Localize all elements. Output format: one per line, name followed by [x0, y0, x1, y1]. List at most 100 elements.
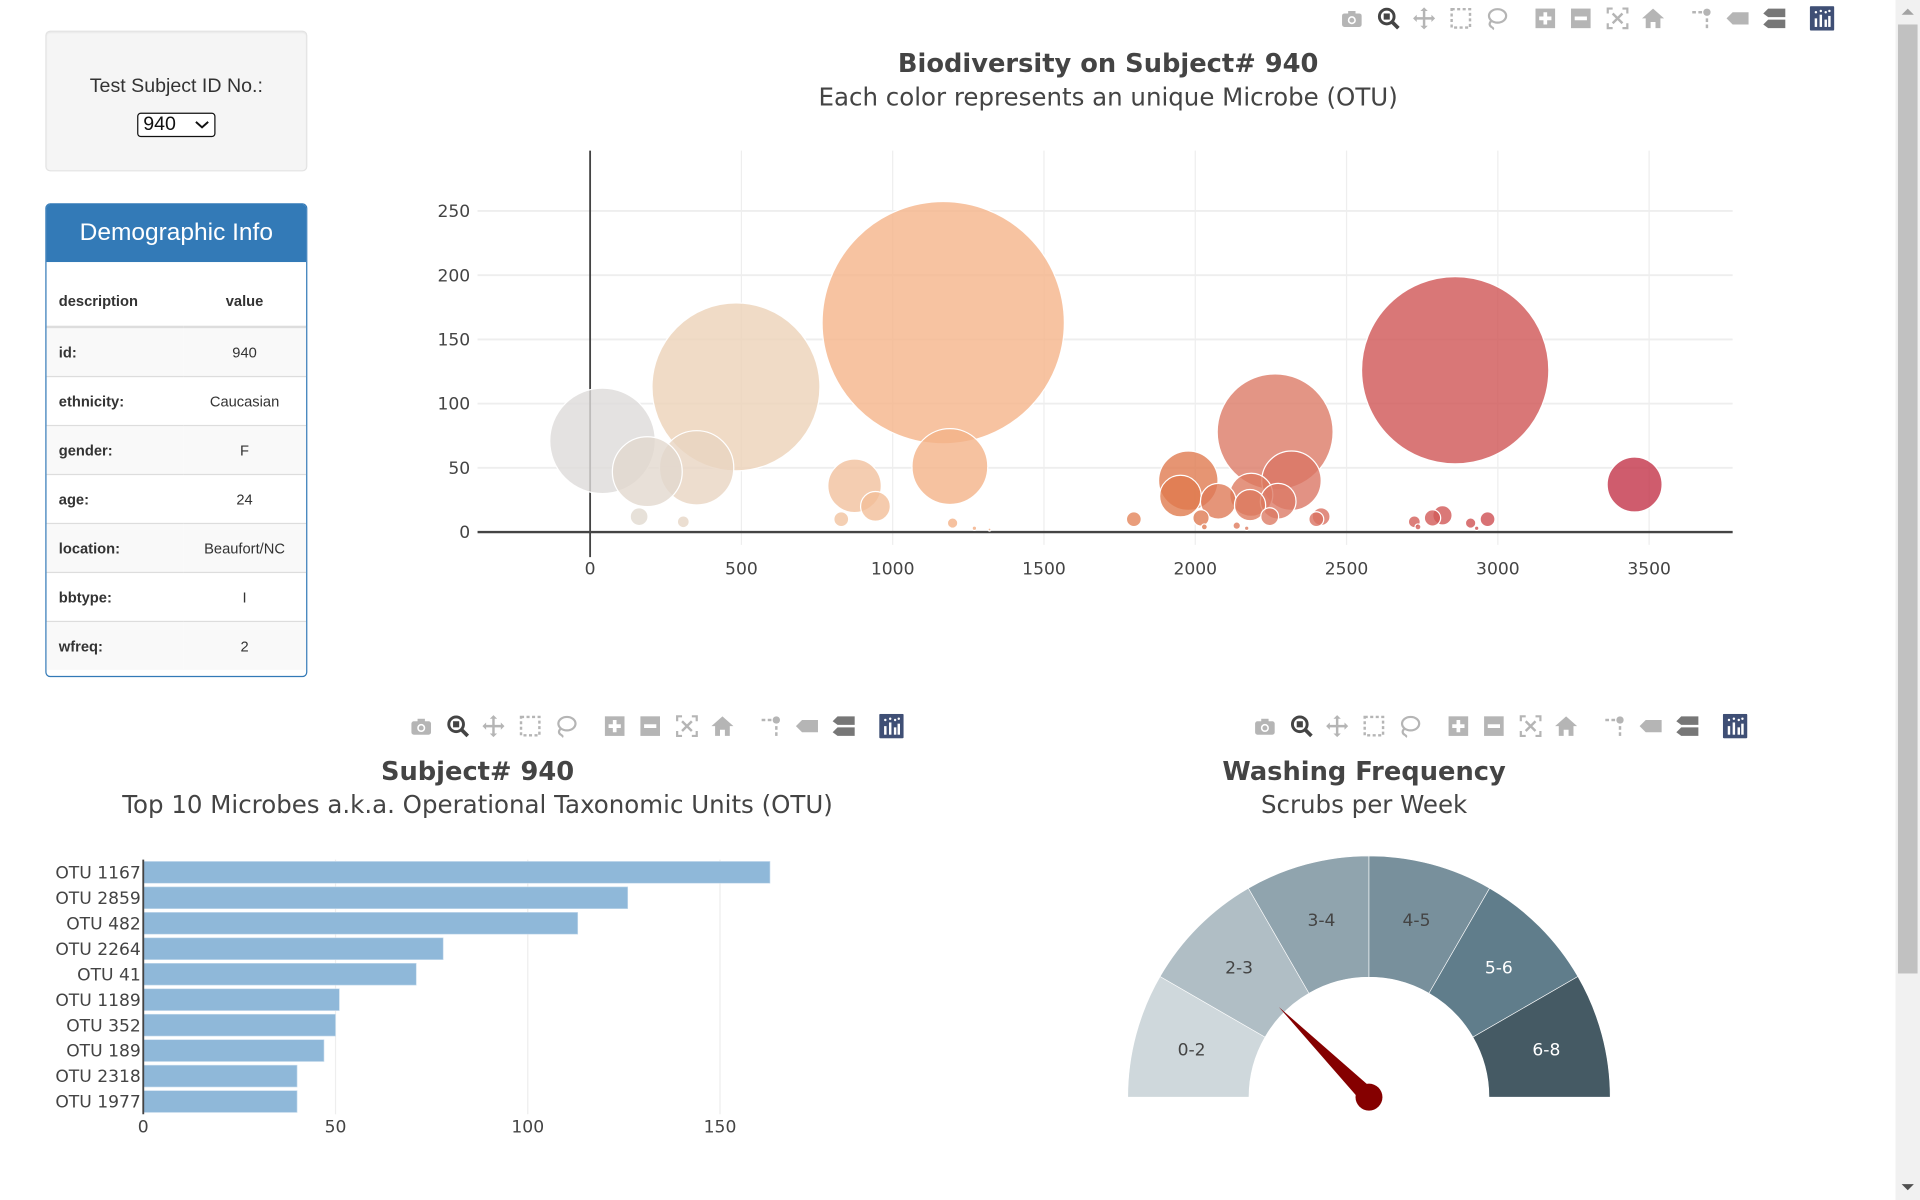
pan-icon[interactable]: [481, 714, 505, 738]
bubble-point: [1308, 511, 1325, 528]
plotly-logo-icon[interactable]: [1722, 713, 1748, 739]
y-tick-label: 200: [438, 266, 471, 286]
scrollbar-thumb[interactable]: [1897, 24, 1918, 974]
gauge-section-label: 5-6: [1485, 958, 1513, 978]
subject-selector-panel: Test Subject ID No.: 940: [45, 30, 308, 172]
hover-closest-icon[interactable]: [1638, 714, 1662, 738]
x-tick-label: 1000: [871, 559, 915, 579]
bubble-point: [1243, 525, 1250, 532]
gauge-chart: 0-2 2-3 3-4 4-5 5-6 6-8: [1127, 855, 1611, 1111]
demographic-value: 2: [184, 620, 307, 670]
plotly-logo-icon[interactable]: [1809, 6, 1835, 31]
scroll-up-arrow-icon[interactable]: [1901, 8, 1914, 15]
camera-icon[interactable]: [1253, 714, 1277, 738]
box-select-icon[interactable]: [517, 714, 541, 738]
zoom-icon[interactable]: [445, 714, 469, 738]
bar-category-label: OTU 1189: [55, 991, 141, 1011]
demographic-value: F: [184, 424, 307, 475]
autoscale-icon[interactable]: [1605, 6, 1629, 30]
zoom-out-icon[interactable]: [1569, 6, 1593, 30]
zoom-in-icon[interactable]: [1446, 714, 1470, 738]
hover-compare-icon[interactable]: [831, 714, 855, 738]
bar-category-label: OTU 2318: [55, 1067, 141, 1087]
bubble-point: [859, 490, 891, 522]
reset-axes-icon[interactable]: [1554, 714, 1578, 738]
bubble-point: [676, 515, 690, 529]
subject-id-dropdown[interactable]: 940: [137, 112, 216, 138]
reset-axes-icon[interactable]: [710, 714, 734, 738]
demographic-row: bbtype: I: [46, 571, 307, 622]
gauge-section-label: 6-8: [1532, 1041, 1560, 1061]
box-select-icon[interactable]: [1361, 714, 1385, 738]
bubble-point: [651, 302, 821, 472]
box-select-icon[interactable]: [1448, 6, 1472, 30]
bubble-chart-toolbar: [1340, 5, 1846, 32]
y-tick-label: 250: [438, 202, 471, 222]
page-scrollbar[interactable]: [1895, 0, 1920, 1200]
x-tick-label: 0: [138, 1118, 149, 1138]
gauge-section-label: 2-3: [1225, 958, 1253, 978]
zoom-out-icon[interactable]: [1482, 714, 1506, 738]
plotly-logo-icon[interactable]: [879, 713, 904, 739]
camera-icon[interactable]: [1340, 6, 1364, 30]
x-tick-label: 100: [511, 1118, 544, 1138]
bubble-point: [833, 511, 850, 528]
x-tick-label: 50: [325, 1118, 347, 1138]
hover-closest-icon[interactable]: [795, 714, 819, 738]
subject-selector-label: Test Subject ID No.:: [89, 75, 263, 97]
demographic-row: ethnicity: Caucasian: [46, 375, 307, 426]
gauge-needle-hub: [1355, 1083, 1383, 1111]
zoom-in-icon[interactable]: [1532, 6, 1556, 30]
bubble-point: [1464, 517, 1477, 529]
hover-compare-icon[interactable]: [1674, 714, 1698, 738]
y-tick-label: 50: [448, 459, 470, 479]
y-tick-label: 150: [438, 331, 471, 351]
reset-axes-icon[interactable]: [1641, 6, 1665, 30]
zoom-out-icon[interactable]: [638, 714, 662, 738]
lasso-select-icon[interactable]: [1484, 6, 1508, 31]
bar: [142, 912, 579, 935]
hover-closest-icon[interactable]: [1725, 6, 1749, 30]
gauge-section-label: 0-2: [1178, 1041, 1206, 1061]
gauge-section-label: 3-4: [1307, 911, 1335, 931]
gauge-section-label: 4-5: [1403, 911, 1431, 931]
zoom-icon[interactable]: [1376, 6, 1400, 30]
bubble-point: [611, 436, 683, 508]
demographic-key: location:: [46, 522, 185, 573]
demographic-table: description value id: 940 ethnicity: Caucas…: [46, 276, 307, 670]
camera-icon[interactable]: [409, 714, 433, 738]
zoom-icon[interactable]: [1289, 714, 1313, 738]
bar: [142, 1039, 325, 1062]
hover-compare-icon[interactable]: [1761, 6, 1785, 30]
autoscale-icon[interactable]: [1518, 714, 1542, 738]
bubble-point: [1414, 523, 1422, 531]
spike-lines-icon[interactable]: [1602, 714, 1626, 738]
pan-icon[interactable]: [1412, 6, 1436, 30]
bar: [142, 937, 444, 960]
bar-category-label: OTU 482: [66, 914, 141, 934]
gauge-section: [1472, 976, 1611, 1098]
autoscale-icon[interactable]: [674, 714, 698, 738]
x-tick-label: 1500: [1022, 559, 1066, 579]
bar-subtitle-text: Top 10 Microbes a.k.a. Operational Taxon…: [122, 789, 833, 820]
bubble-point: [821, 200, 1065, 445]
x-tick-label: 3500: [1627, 559, 1671, 579]
demographic-key: bbtype:: [46, 571, 185, 622]
x-tick-label: 150: [704, 1118, 737, 1138]
bar-category-label: OTU 189: [66, 1042, 141, 1062]
bar: [142, 861, 771, 884]
lasso-select-icon[interactable]: [553, 714, 577, 738]
demographic-row: id: 940: [46, 326, 307, 377]
bar-category-label: OTU 2264: [55, 940, 141, 960]
bar: [142, 1064, 298, 1088]
bubble-point: [629, 507, 649, 527]
scroll-down-arrow-icon[interactable]: [1901, 1184, 1914, 1191]
lasso-select-icon[interactable]: [1397, 714, 1421, 738]
spike-lines-icon[interactable]: [1689, 6, 1713, 30]
zoom-in-icon[interactable]: [602, 714, 626, 738]
subject-id-value: 940: [143, 113, 176, 135]
spike-lines-icon[interactable]: [759, 714, 783, 738]
pan-icon[interactable]: [1325, 714, 1349, 738]
bubble-point: [1200, 523, 1208, 531]
